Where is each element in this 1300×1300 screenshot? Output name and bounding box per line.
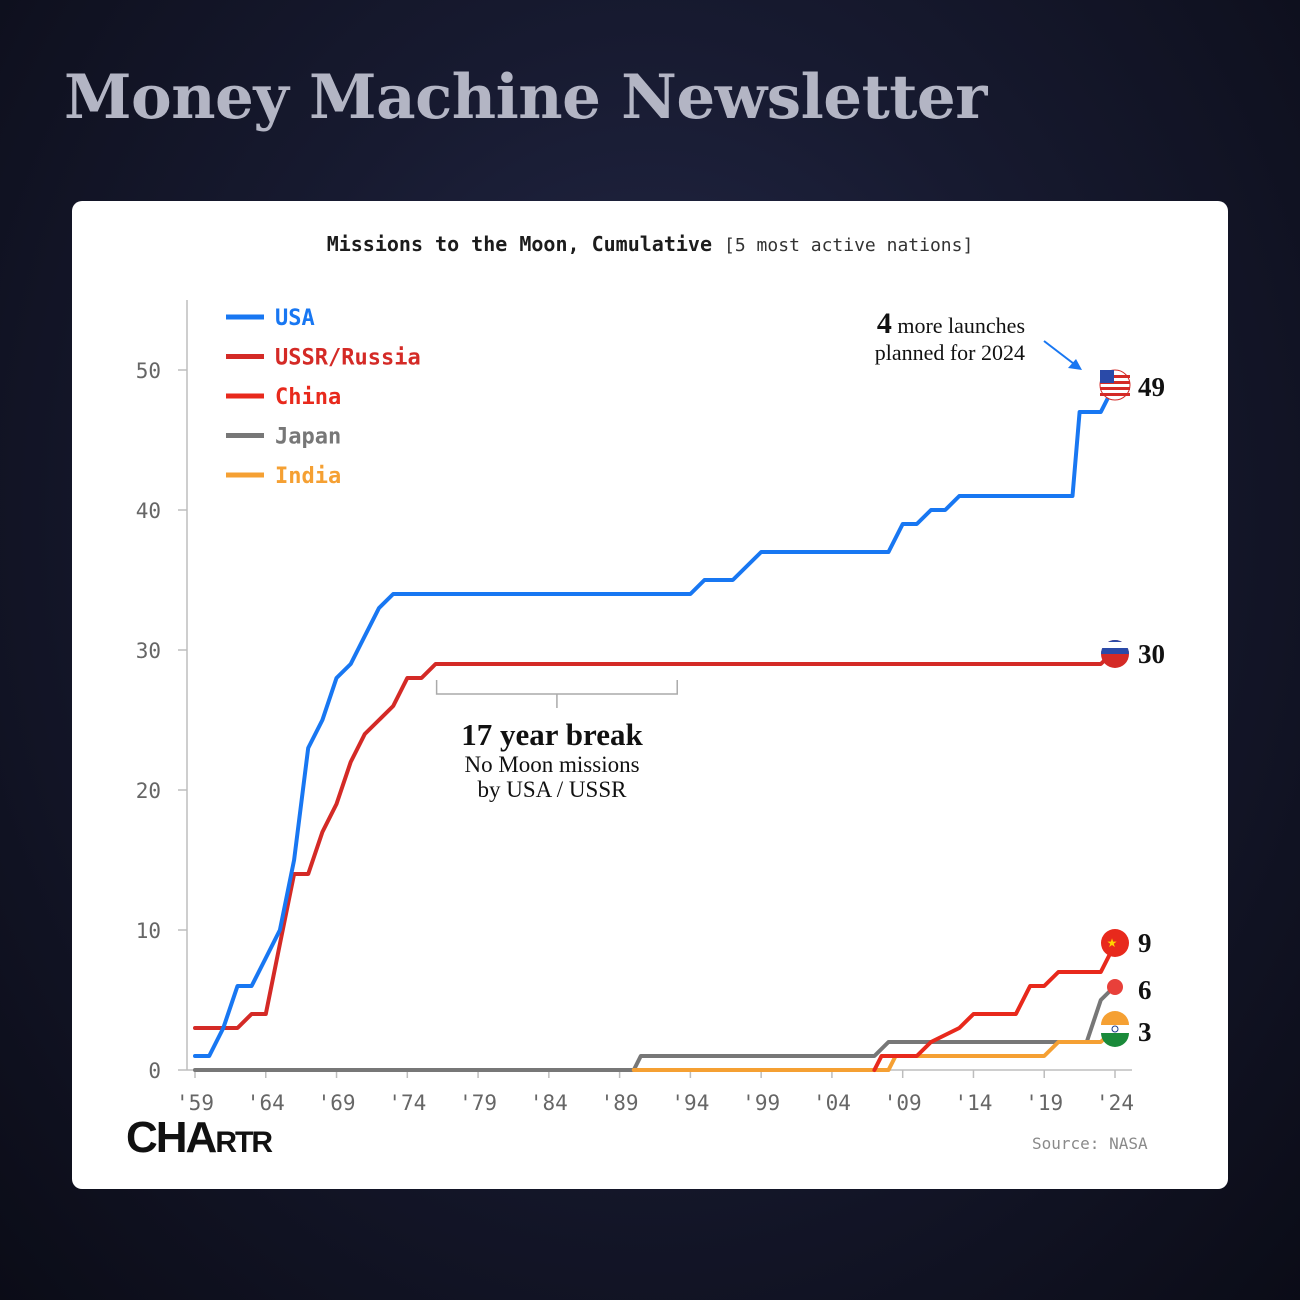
x-tick-label: '59 — [176, 1091, 214, 1115]
x-tick-label: '24 — [1096, 1091, 1134, 1115]
y-tick-label: 0 — [148, 1059, 161, 1083]
launches-annotation-line1: 4 more launches — [877, 307, 1025, 340]
legend-label: India — [275, 464, 341, 489]
x-tick-label: '84 — [530, 1091, 568, 1115]
x-tick-label: '64 — [247, 1091, 285, 1115]
end-marker-ussr-russia — [1101, 640, 1129, 668]
break-bracket — [435, 680, 678, 708]
launches-annotation-line2: planned for 2024 — [875, 340, 1025, 365]
end-value-label: 49 — [1138, 372, 1165, 402]
end-value-label: 9 — [1138, 928, 1152, 958]
end-value-label: 6 — [1138, 975, 1152, 1005]
break-text-line2: by USA / USSR — [478, 777, 628, 802]
legend-label: USA — [275, 306, 315, 331]
x-tick-label: '19 — [1025, 1091, 1063, 1115]
break-text-line1: No Moon missions — [464, 752, 639, 777]
y-tick-label: 50 — [136, 359, 161, 383]
legend-label: China — [275, 385, 341, 410]
svg-text:★: ★ — [1107, 936, 1118, 950]
series-line-japan — [193, 984, 1117, 1072]
x-tick-label: '89 — [601, 1091, 639, 1115]
chart-subtitle: [5 most active nations] — [724, 235, 974, 256]
end-value-label: 3 — [1138, 1017, 1152, 1047]
chartr-logo-big: CHA — [126, 1113, 217, 1162]
x-tick-label: '69 — [318, 1091, 356, 1115]
series-line-usa — [193, 382, 1117, 1058]
y-tick-label: 10 — [136, 919, 161, 943]
annotation-arrowhead — [1068, 359, 1082, 370]
series-line-china — [872, 942, 1117, 1072]
legend-label: USSR/Russia — [275, 346, 421, 371]
x-tick-label: '04 — [813, 1091, 851, 1115]
series-line-india — [631, 1026, 1117, 1072]
x-tick-label: '14 — [954, 1091, 992, 1115]
y-tick-label: 40 — [136, 499, 161, 523]
y-tick-label: 20 — [136, 779, 161, 803]
break-title: 17 year break — [461, 717, 643, 752]
x-tick-label: '94 — [671, 1091, 709, 1115]
newsletter-title: Money Machine Newsletter — [64, 62, 987, 133]
x-tick-label: '79 — [459, 1091, 497, 1115]
chart-source: Source: NASA — [1032, 1134, 1148, 1153]
annotation-arrow — [1043, 340, 1079, 368]
end-value-label: 30 — [1138, 639, 1165, 669]
chart-title-main: Missions to the Moon, Cumulative — [326, 232, 712, 256]
chart-card — [72, 201, 1228, 1189]
y-tick-label: 30 — [136, 639, 161, 663]
series-line-ussr-russia — [193, 648, 1117, 1030]
chartr-logo-small: RTR — [215, 1126, 273, 1159]
end-marker-usa — [1099, 369, 1131, 401]
x-tick-label: '74 — [388, 1091, 426, 1115]
chartr-logo: CHARTR — [126, 1113, 273, 1163]
x-tick-label: '99 — [742, 1091, 780, 1115]
x-tick-label: '09 — [884, 1091, 922, 1115]
end-marker-japan — [1107, 979, 1123, 995]
end-marker-china: ★ — [1101, 929, 1129, 957]
end-marker-india — [1101, 1011, 1129, 1047]
chart-title: Missions to the Moon, Cumulative [5 most… — [0, 232, 1300, 256]
legend-label: Japan — [275, 425, 341, 450]
